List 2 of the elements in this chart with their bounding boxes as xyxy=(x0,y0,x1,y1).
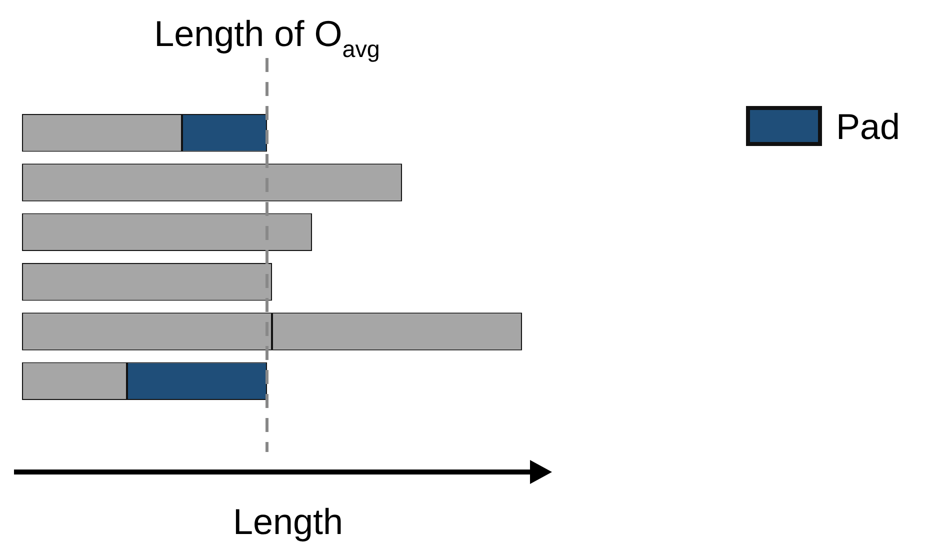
x-axis-title: Length xyxy=(232,501,344,542)
legend-label: Pad xyxy=(836,106,900,147)
